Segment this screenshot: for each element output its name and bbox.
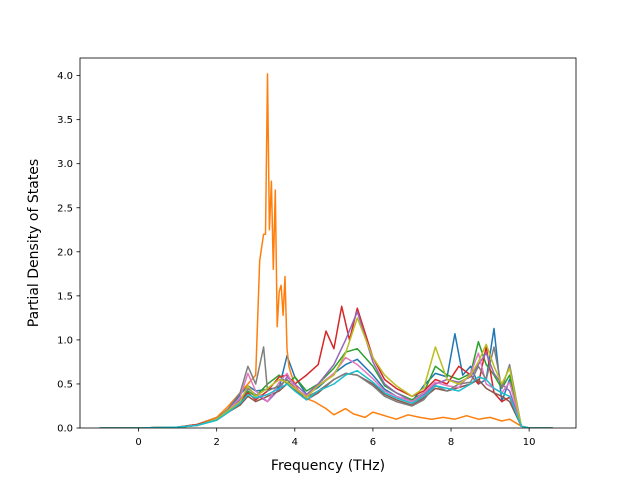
y-tick-label: 3.0 — [57, 159, 73, 170]
y-axis-label: Partial Density of States — [26, 159, 42, 327]
x-axis-ticks: 0 2 4 6 8 10 — [135, 428, 536, 448]
y-tick-label: 4.0 — [57, 71, 73, 82]
series-line — [99, 73, 553, 428]
y-tick-label: 0.0 — [57, 424, 73, 435]
y-tick-label: 2.5 — [57, 203, 73, 214]
series-layer — [99, 73, 553, 428]
series-line — [99, 352, 553, 428]
x-tick-label: 4 — [292, 437, 298, 448]
plot-frame — [79, 57, 577, 429]
series-line — [99, 369, 553, 428]
x-axis-label: Frequency (THz) — [271, 458, 385, 474]
y-tick-label: 1.5 — [57, 291, 73, 302]
y-axis-ticks: 0.0 0.5 1.0 1.5 2.0 2.5 3.0 3.5 4.0 — [57, 71, 80, 435]
x-tick-label: 0 — [135, 437, 141, 448]
x-tick-label: 6 — [370, 437, 376, 448]
y-tick-label: 0.5 — [57, 379, 73, 390]
y-tick-label: 2.0 — [57, 247, 73, 258]
y-tick-label: 1.0 — [57, 335, 73, 346]
y-tick-label: 3.5 — [57, 115, 73, 126]
series-line — [99, 317, 553, 428]
series-line — [99, 310, 553, 428]
x-tick-label: 8 — [448, 437, 454, 448]
x-tick-label: 2 — [214, 437, 220, 448]
x-tick-label: 10 — [523, 437, 536, 448]
series-line — [99, 346, 553, 428]
